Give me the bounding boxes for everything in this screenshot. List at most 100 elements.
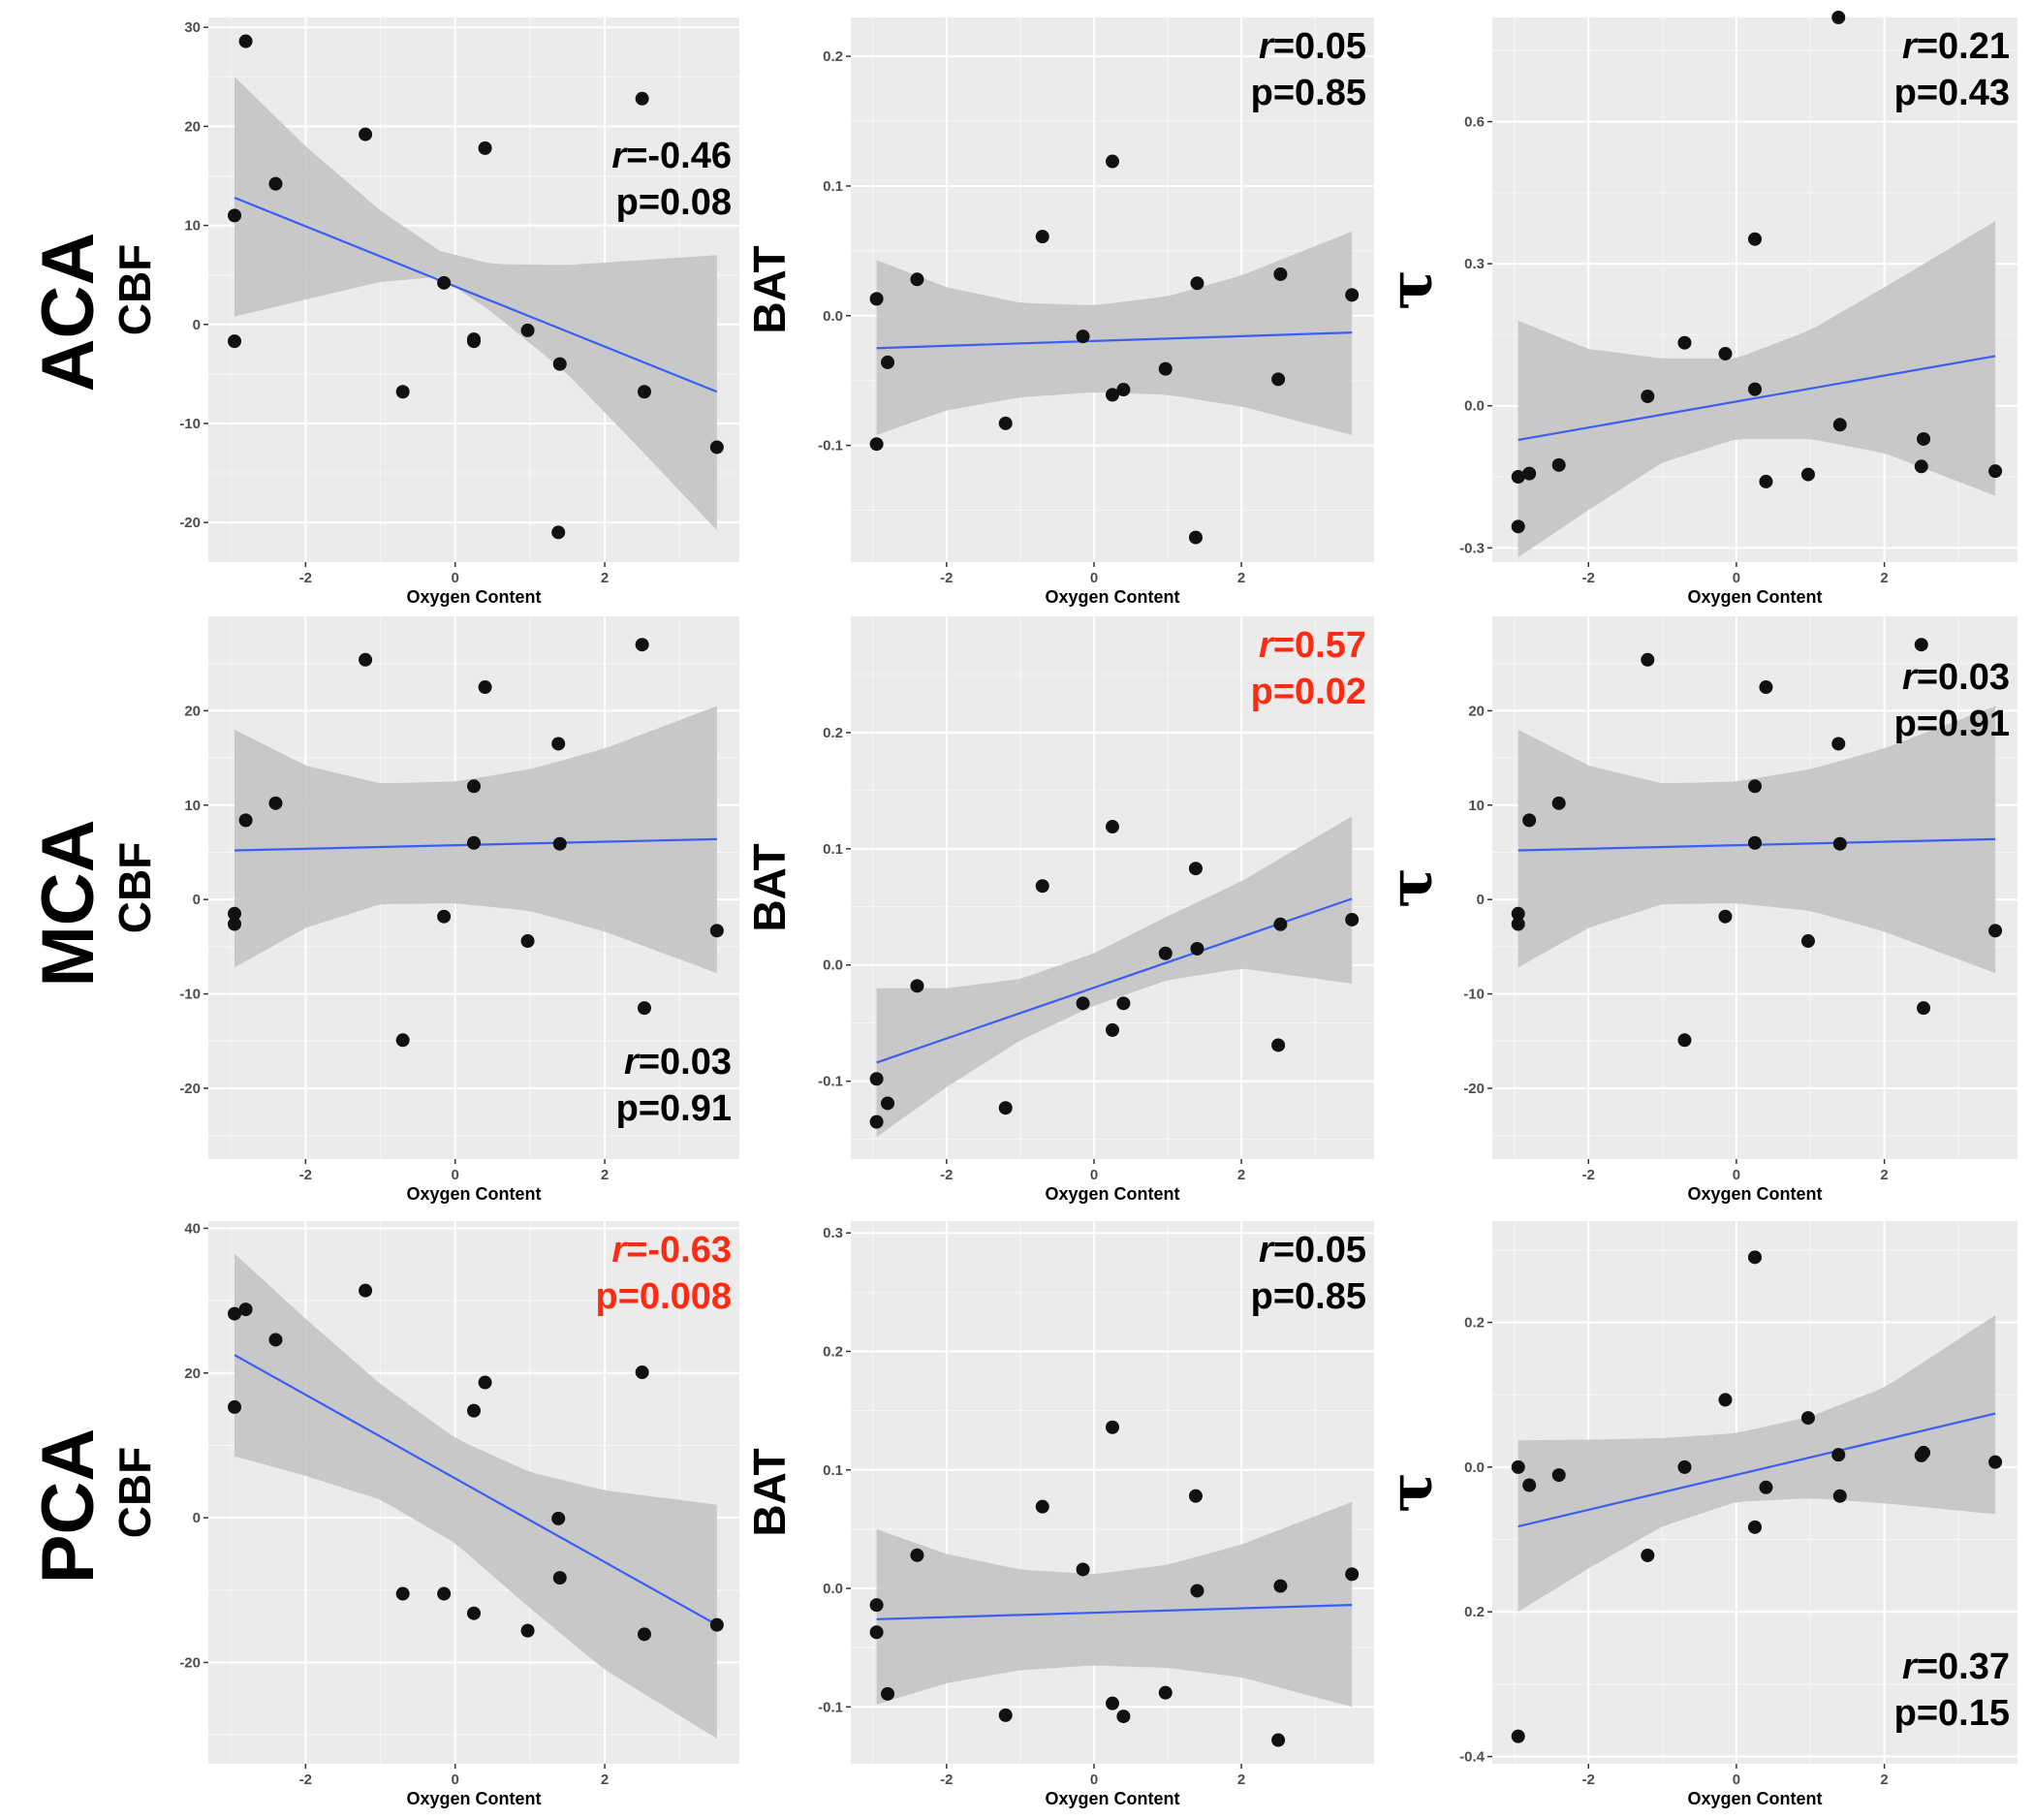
correlation-r-symbol: r [1259, 625, 1275, 666]
correlation-p-value: p=0.008 [596, 1276, 733, 1317]
correlation-r-text: r=0.03 [1902, 657, 2010, 698]
data-point [1522, 1478, 1537, 1492]
data-point [869, 1625, 884, 1640]
panel-pca-2: -2 0 2 -0.1 0.0 0.1 0.2 0.3 Oxygen Content BAT r=0… [744, 1221, 1374, 1808]
regression-line [234, 196, 718, 393]
x-tick-label: 2 [1237, 1772, 1245, 1788]
correlation-r-value: =-0.63 [626, 1230, 732, 1271]
regression-line [876, 1604, 1353, 1620]
data-point [1917, 1445, 1931, 1459]
data-point [1522, 813, 1537, 828]
regression-line [876, 897, 1353, 1064]
x-axis-title: Oxygen Content [406, 1184, 541, 1204]
x-tick-label: 2 [1880, 1167, 1888, 1183]
panel-pca-3: -2 0 2 -0.4 0.2 0.0 0.2 Oxygen Content τ r=0.37 p=… [1375, 1221, 2017, 1808]
correlation-r-value: =0.03 [1917, 657, 2010, 698]
correlation-r-symbol: r [1259, 1230, 1275, 1271]
correlation-r-value: =0.05 [1273, 1230, 1366, 1271]
x-tick-label: -2 [940, 1772, 953, 1788]
data-point [1273, 1579, 1288, 1593]
y-axis-title: BAT [744, 1448, 795, 1536]
data-point [1076, 996, 1090, 1011]
y-axis-title: BAT [744, 843, 795, 931]
data-point [1641, 1548, 1655, 1562]
data-point [1511, 1459, 1525, 1474]
data-point [1035, 879, 1049, 894]
correlation-r-text: r=0.03 [624, 1042, 732, 1083]
data-point [395, 1033, 410, 1048]
data-point [228, 208, 242, 223]
data-point [228, 906, 242, 921]
correlation-r-value: =0.21 [1917, 26, 2010, 67]
data-point [869, 1598, 884, 1613]
y-axis-title: CBF [109, 1447, 160, 1539]
data-point [1748, 1250, 1762, 1265]
data-point [228, 334, 242, 349]
data-point [1035, 230, 1049, 244]
data-point [998, 1708, 1013, 1722]
data-point [437, 909, 452, 924]
correlation-r-symbol: r [611, 1230, 628, 1271]
confidence-band [235, 1253, 717, 1739]
data-point [1511, 917, 1525, 931]
correlation-p-value: p=0.08 [616, 182, 732, 223]
data-point [551, 737, 566, 751]
y-tick-label: -10 [179, 416, 201, 432]
data-point [1832, 1489, 1847, 1503]
panel-aca-3: -2 0 2 -0.3 0.0 0.3 0.6 Oxygen Content τ r=0.21 p=… [1375, 11, 2017, 607]
regression-line [234, 1354, 718, 1626]
data-point [478, 680, 492, 695]
data-point [998, 1101, 1013, 1115]
y-axis-title: CBF [109, 244, 160, 336]
data-point [709, 1617, 724, 1632]
data-point [1800, 1411, 1815, 1426]
correlation-p-value: p=0.85 [1251, 73, 1366, 113]
data-point [1759, 1480, 1773, 1494]
y-tick-label: 0.1 [823, 1462, 843, 1479]
data-point [709, 440, 724, 455]
y-tick-label: 0 [193, 1510, 201, 1526]
data-point [268, 1333, 283, 1347]
y-tick-label: 0.6 [1464, 114, 1485, 131]
data-point [1988, 924, 2003, 938]
y-tick-label: 20 [184, 703, 201, 719]
data-point [1271, 1038, 1286, 1052]
x-tick-label: 0 [452, 570, 459, 586]
data-point [437, 1586, 452, 1601]
y-tick-label: 0.0 [823, 957, 843, 974]
x-tick-label: -2 [1582, 570, 1595, 586]
data-point [1748, 1520, 1762, 1534]
data-point [1273, 917, 1288, 931]
data-point [1158, 1685, 1173, 1700]
correlation-p-value: p=0.91 [616, 1088, 732, 1129]
data-point [395, 385, 410, 399]
data-point [1641, 389, 1655, 403]
y-tick-label: 20 [1468, 703, 1485, 719]
data-point [520, 934, 535, 949]
data-point [881, 355, 895, 369]
data-point [268, 176, 283, 191]
data-point [552, 357, 567, 371]
y-tick-label: 0.0 [1464, 398, 1485, 415]
correlation-p-value: p=0.85 [1251, 1276, 1366, 1317]
x-tick-label: 0 [1090, 570, 1098, 586]
data-point [1188, 530, 1203, 545]
correlation-r-text: r=-0.46 [611, 136, 732, 176]
data-point [437, 275, 452, 290]
x-axis-title: Oxygen Content [1045, 1789, 1179, 1808]
data-point [1511, 906, 1525, 921]
y-tick-label: 0.2 [823, 725, 843, 741]
data-point [1035, 1499, 1049, 1514]
data-point [1677, 335, 1692, 350]
data-point [1116, 1710, 1131, 1724]
data-point [1914, 459, 1928, 474]
data-point [1273, 267, 1288, 281]
correlation-r-text: r=0.05 [1259, 26, 1366, 67]
x-tick-label: -2 [299, 1167, 312, 1183]
confidence-band [876, 1501, 1353, 1708]
data-point [1271, 372, 1286, 387]
y-tick-label: 0.1 [823, 178, 843, 195]
y-tick-label: 10 [184, 218, 201, 235]
data-point [1190, 941, 1204, 956]
